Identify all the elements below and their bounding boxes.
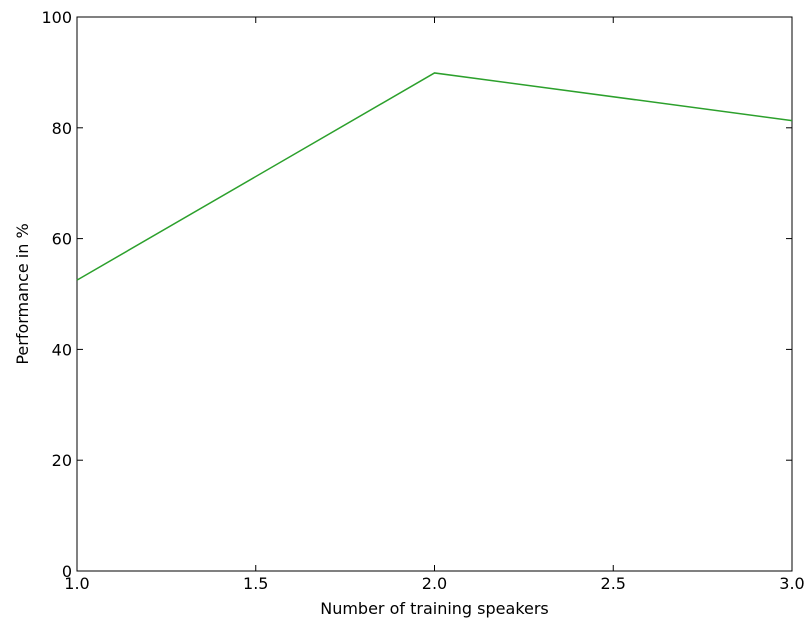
y-tick-label: 40 [52, 340, 72, 359]
x-tick-label: 1.5 [243, 574, 268, 593]
plot-area [76, 16, 793, 572]
y-tick-label: 0 [62, 562, 72, 581]
x-tick-label: 3.0 [779, 574, 804, 593]
x-tick-label: 2.0 [422, 574, 447, 593]
y-tick-label: 80 [52, 119, 72, 138]
y-tick-label: 60 [52, 230, 72, 249]
x-tick-labels: 1.0 1.5 2.0 2.5 3.0 [64, 574, 804, 593]
y-axis-label: Performance in % [13, 223, 32, 364]
x-tick-label: 1.0 [64, 574, 89, 593]
series-line [76, 72, 793, 281]
series-group [76, 72, 793, 281]
x-axis-label: Number of training speakers [320, 599, 549, 618]
y-tick-label: 100 [41, 8, 72, 27]
y-tick-labels: 0 20 40 60 80 100 [41, 8, 72, 581]
y-tick-label: 20 [52, 451, 72, 470]
x-tick-label: 2.5 [601, 574, 626, 593]
tick-marks [76, 16, 793, 572]
